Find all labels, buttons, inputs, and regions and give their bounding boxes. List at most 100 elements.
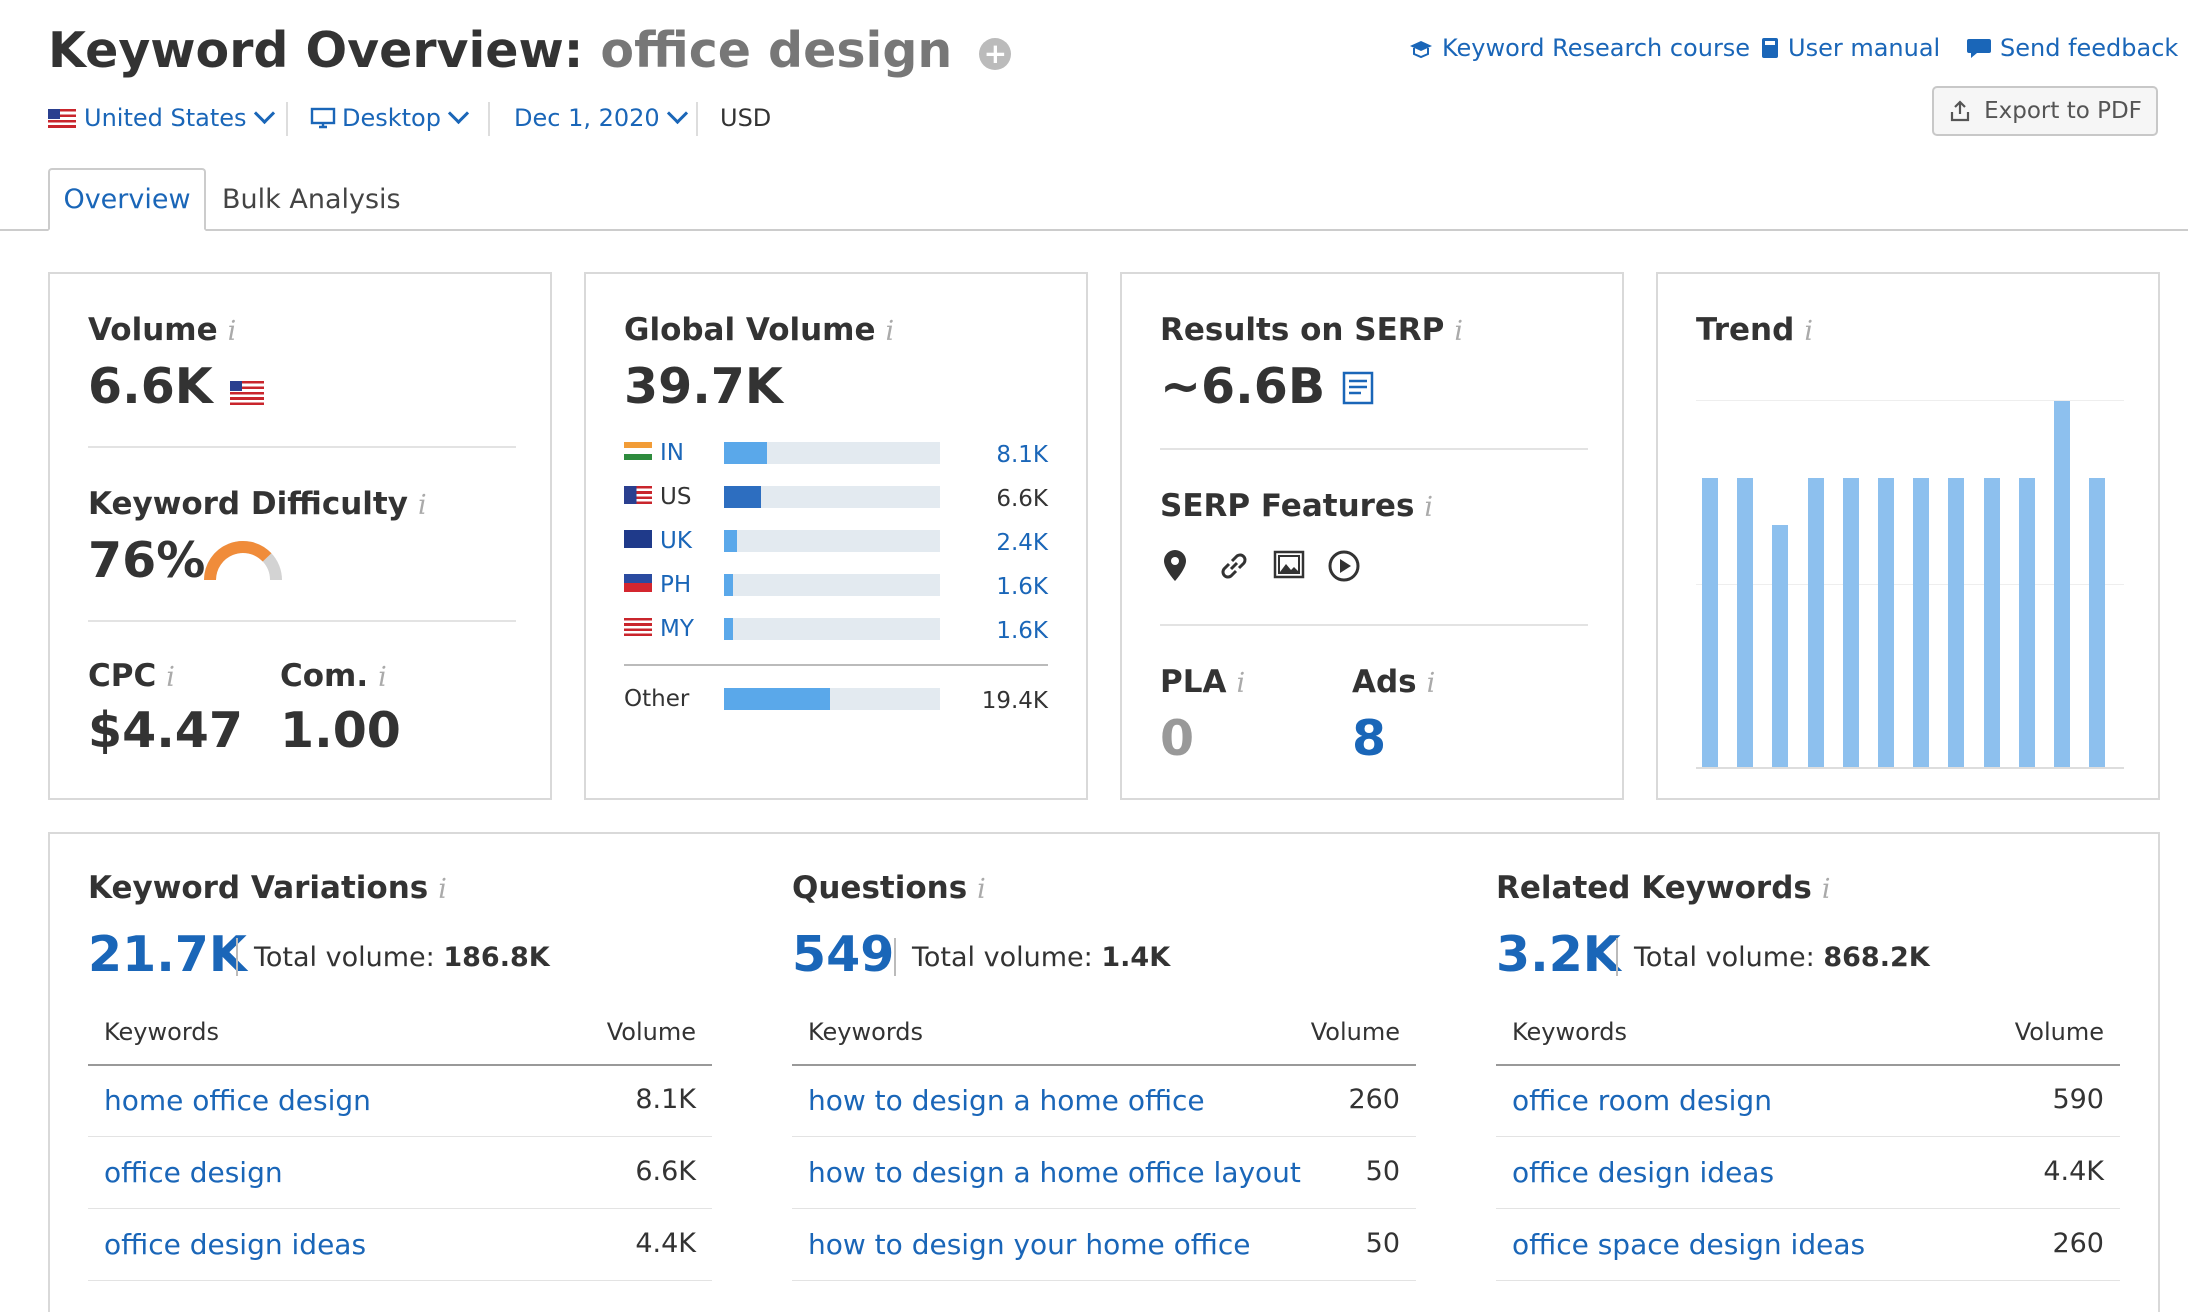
gv-country-code[interactable]: UK: [660, 528, 692, 554]
gv-bar-fill: [724, 618, 733, 640]
keyword-research-course-link[interactable]: Keyword Research course: [1408, 34, 1750, 62]
trend-bar[interactable]: [1913, 477, 1930, 767]
column-header-volume[interactable]: Volume: [606, 1018, 696, 1046]
related-header: Related Keywords i: [1496, 870, 1830, 906]
keyword-link[interactable]: how to design your home office: [808, 1228, 1251, 1261]
date-dropdown[interactable]: Dec 1, 2020: [514, 102, 688, 132]
gv-bar: [724, 442, 940, 464]
location-icon[interactable]: [1160, 548, 1190, 584]
gv-country-code[interactable]: IN: [660, 440, 684, 466]
gv-bar: [724, 618, 940, 640]
ads-value[interactable]: 8: [1352, 710, 1387, 767]
global-volume-header: Global Volume i: [624, 312, 894, 348]
info-icon[interactable]: i: [1454, 316, 1463, 347]
device-dropdown[interactable]: Desktop: [310, 102, 470, 132]
cpc-value: $4.47: [88, 702, 243, 759]
divider: [88, 620, 516, 622]
table-header-divider: [1496, 1064, 2120, 1066]
total-volume-label: Total volume:: [1634, 942, 1815, 973]
variations-count[interactable]: 21.7K: [88, 926, 247, 983]
trend-bar[interactable]: [1878, 477, 1894, 767]
info-icon[interactable]: i: [1804, 316, 1813, 347]
chat-bubble-icon: [1967, 39, 1991, 58]
trend-header: Trend i: [1696, 312, 1813, 348]
row-divider: [1496, 1136, 2120, 1137]
trend-bar[interactable]: [1702, 477, 1718, 767]
trend-label: Trend: [1696, 312, 1795, 348]
related-total: Total volume: 868.2K: [1634, 942, 1930, 973]
device-label: Desktop: [342, 104, 441, 132]
baseline: [1696, 767, 2124, 769]
keyword-link[interactable]: how to design a home office: [808, 1084, 1205, 1117]
keyword-lists-card: [48, 832, 2160, 1312]
trend-bar[interactable]: [2054, 401, 2070, 767]
trend-bar[interactable]: [1842, 477, 1859, 767]
gv-value[interactable]: 1.6K: [996, 618, 1048, 644]
info-icon[interactable]: i: [977, 874, 986, 905]
send-feedback-link[interactable]: Send feedback: [1966, 34, 2178, 62]
keyword-link[interactable]: office space design ideas: [1512, 1228, 1866, 1261]
column-header-volume[interactable]: Volume: [2014, 1018, 2104, 1046]
table-header-divider: [792, 1064, 1416, 1066]
serp-snapshot-icon[interactable]: [1342, 371, 1374, 405]
info-icon[interactable]: i: [1424, 492, 1434, 523]
column-header-volume[interactable]: Volume: [1310, 1018, 1400, 1046]
trend-bar[interactable]: [1772, 525, 1789, 767]
trend-bar[interactable]: [2018, 477, 2035, 767]
trend-bar[interactable]: [2089, 477, 2106, 767]
graduation-cap-icon: [1410, 41, 1432, 59]
questions-count[interactable]: 549: [792, 926, 895, 983]
country-label: United States: [84, 104, 247, 132]
row-divider: [88, 1280, 712, 1281]
tab-bulk-analysis[interactable]: Bulk Analysis: [222, 184, 401, 215]
info-icon[interactable]: i: [1821, 874, 1831, 905]
total-volume-label: Total volume:: [254, 942, 435, 973]
keyword-research-course-label: Keyword Research course: [1442, 34, 1751, 62]
keyword-link[interactable]: office design ideas: [104, 1228, 367, 1261]
info-icon[interactable]: i: [166, 662, 175, 693]
questions-label: Questions: [792, 870, 968, 906]
global-volume-label: Global Volume: [624, 312, 876, 348]
book-icon: [1762, 38, 1778, 58]
trend-bar[interactable]: [1948, 477, 1965, 767]
keyword-link[interactable]: office design ideas: [1512, 1156, 1775, 1189]
info-icon[interactable]: i: [227, 316, 237, 347]
video-icon[interactable]: [1326, 548, 1362, 584]
country-dropdown[interactable]: United States: [48, 102, 275, 132]
gv-bar: [724, 574, 940, 596]
trend-bar[interactable]: [1983, 477, 2000, 767]
image-icon[interactable]: [1272, 548, 1306, 582]
cpc-header: CPC i: [88, 658, 175, 694]
keyword-link[interactable]: home office design: [104, 1084, 371, 1117]
related-count[interactable]: 3.2K: [1496, 926, 1621, 983]
info-icon[interactable]: i: [1426, 668, 1436, 699]
title-prefix: Keyword Overview:: [48, 22, 584, 79]
link-icon[interactable]: [1216, 548, 1252, 584]
questions-header: Questions i: [792, 870, 986, 906]
gv-value[interactable]: 8.1K: [996, 442, 1048, 468]
tab-overview[interactable]: Overview: [48, 168, 206, 231]
add-keyword-icon[interactable]: +: [979, 37, 1012, 70]
gv-value[interactable]: 1.6K: [996, 574, 1048, 600]
total-volume-value: 186.8K: [443, 942, 550, 973]
divider: [624, 664, 1048, 666]
gv-value[interactable]: 2.4K: [996, 530, 1048, 556]
gv-country-code[interactable]: PH: [660, 572, 692, 598]
gv-other-label: Other: [624, 686, 690, 712]
gv-country-code[interactable]: MY: [660, 616, 694, 642]
keyword-link[interactable]: how to design a home office layout: [808, 1156, 1301, 1189]
export-to-pdf-button[interactable]: Export to PDF: [1932, 86, 2158, 136]
keyword-link[interactable]: office design: [104, 1156, 283, 1189]
trend-bar[interactable]: [1807, 477, 1824, 767]
info-icon[interactable]: i: [1236, 668, 1246, 699]
user-manual-link[interactable]: User manual: [1760, 34, 1940, 62]
total-volume-label: Total volume:: [912, 942, 1093, 973]
trend-bar[interactable]: [1737, 477, 1754, 767]
info-icon[interactable]: i: [438, 874, 447, 905]
info-icon[interactable]: i: [885, 316, 895, 347]
title-keyword: office design: [600, 22, 953, 79]
info-icon[interactable]: i: [378, 662, 387, 693]
keyword-link[interactable]: office room design: [1512, 1084, 1772, 1117]
divider: [88, 446, 516, 448]
info-icon[interactable]: i: [417, 490, 427, 521]
